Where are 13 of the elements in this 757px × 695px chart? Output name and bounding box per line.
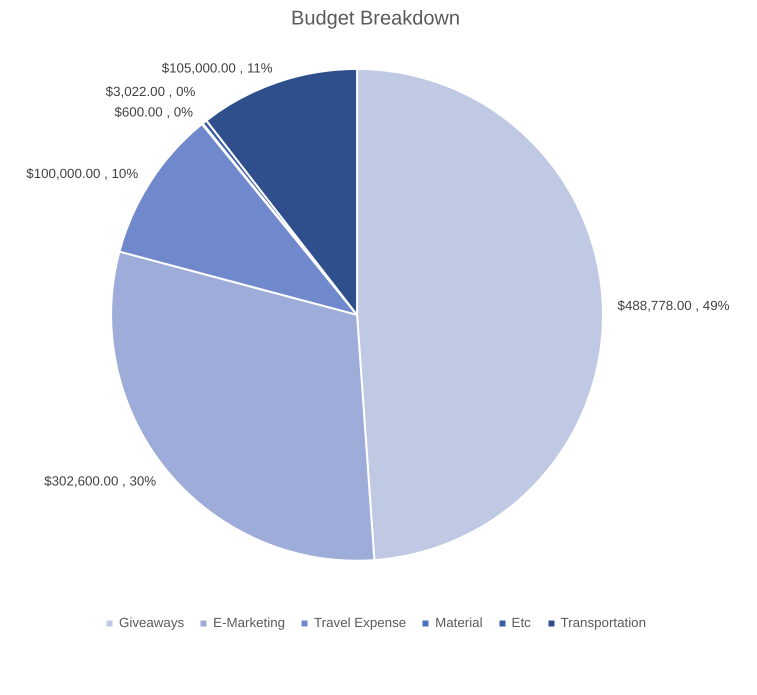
legend-label: E-Marketing <box>213 615 286 630</box>
data-label: $600.00 , 0% <box>114 104 194 120</box>
data-label: $105,000.00 , 11% <box>162 60 273 76</box>
data-label: $3,022.00 , 0% <box>106 84 196 99</box>
data-label: $100,000.00 , 10% <box>26 166 138 181</box>
legend-label: Giveaways <box>118 615 184 630</box>
legend-label: Travel Expense <box>314 615 406 630</box>
legend-label: Transportation <box>560 615 646 630</box>
legend-label: Material <box>435 615 483 630</box>
legend-label: Etc <box>512 615 532 630</box>
data-label: $488,778.00 , 49% <box>618 298 730 314</box>
chart-title: Budget Breakdown <box>291 8 460 30</box>
data-label: $302,600.00 , 30% <box>44 473 156 488</box>
